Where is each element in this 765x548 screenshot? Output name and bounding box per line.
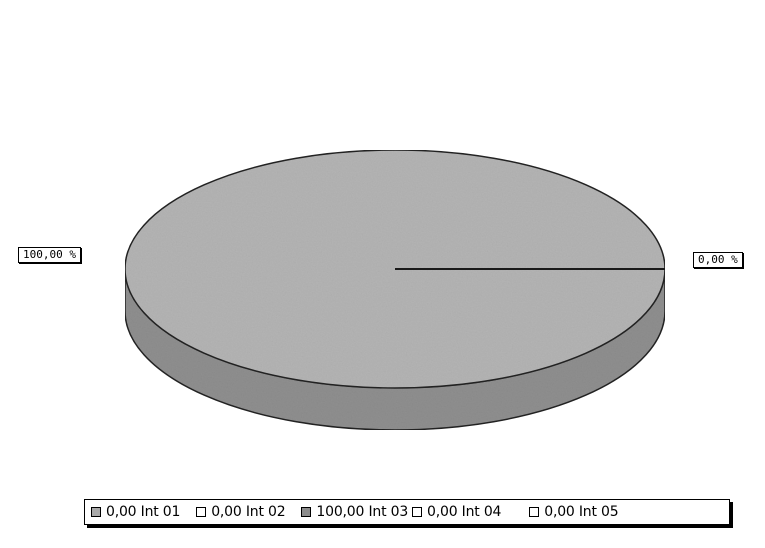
legend-swatch-int-03 <box>301 507 312 517</box>
legend-item-int-01: 0,00 Int 01 <box>91 504 180 520</box>
legend-swatch-int-01 <box>91 507 101 517</box>
legend-item-int-03: 100,00 Int 03 <box>301 504 408 520</box>
data-label-int-03: 100,00 % <box>18 247 81 263</box>
legend-swatch-int-02 <box>196 507 207 517</box>
legend-label-int-01: 0,00 Int 01 <box>106 504 181 520</box>
legend-swatch-int-04 <box>412 507 423 517</box>
legend-label-int-05: 0,00 Int 05 <box>544 504 619 520</box>
data-label-int-05: 0,00 % <box>693 252 743 268</box>
legend: 0,00 Int 01 0,00 Int 02 100,00 Int 03 0,… <box>84 499 730 525</box>
legend-label-int-04: 0,00 Int 04 <box>427 504 502 520</box>
legend-item-int-02: 0,00 Int 02 <box>196 504 286 520</box>
legend-item-int-04: 0,00 Int 04 <box>412 504 501 520</box>
legend-item-int-05: 0,00 Int 05 <box>529 504 619 520</box>
legend-label-int-02: 0,00 Int 02 <box>211 504 286 520</box>
legend-label-int-03: 100,00 Int 03 <box>316 504 409 520</box>
legend-swatch-int-05 <box>529 507 540 517</box>
